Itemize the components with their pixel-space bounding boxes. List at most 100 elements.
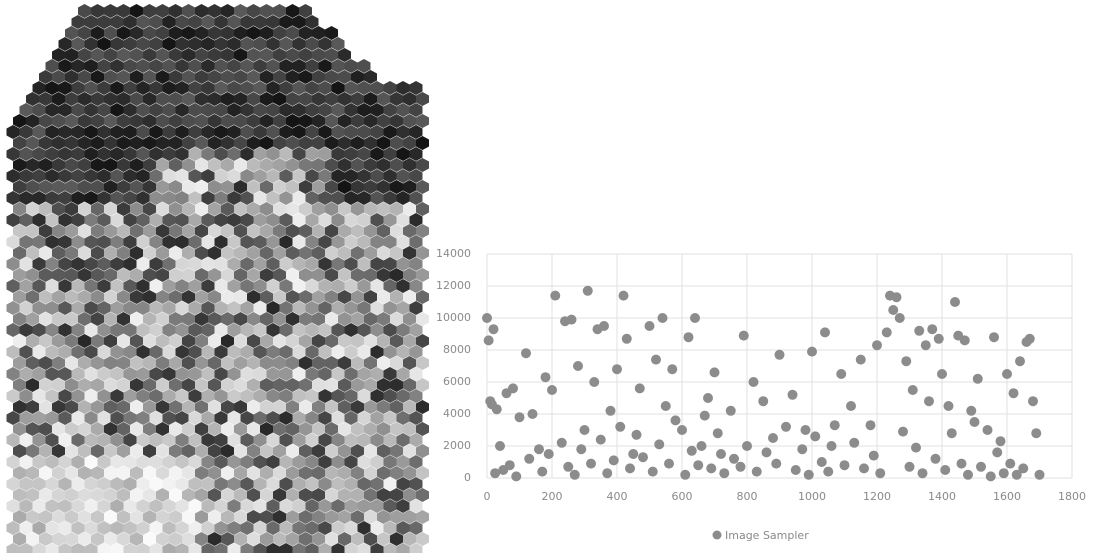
- mosaic-cell: [351, 312, 364, 326]
- mosaic-cell: [332, 301, 345, 315]
- mosaic-cell: [124, 37, 137, 51]
- mosaic-cell: [228, 59, 241, 73]
- mosaic-cell: [234, 48, 247, 62]
- mosaic-cell: [7, 455, 20, 469]
- mosaic-cell: [104, 444, 117, 458]
- mosaic-cell: [85, 301, 98, 315]
- mosaic-cell: [403, 334, 416, 348]
- mosaic-cell: [299, 26, 312, 40]
- chart: 0200040006000800010000120001400002004006…: [436, 247, 1086, 542]
- mosaic-cell: [189, 257, 202, 271]
- mosaic-cell: [98, 15, 111, 29]
- mosaic-cell: [319, 213, 332, 227]
- mosaic-cell: [85, 279, 98, 293]
- mosaic-cell: [39, 334, 52, 348]
- point: [1025, 334, 1035, 344]
- mosaic-cell: [176, 455, 189, 469]
- point: [823, 467, 833, 477]
- mosaic-cell: [280, 433, 293, 447]
- mosaic-cell: [267, 411, 280, 425]
- mosaic-cell: [85, 125, 98, 139]
- mosaic-cell: [104, 488, 117, 502]
- mosaic-cell: [299, 202, 312, 216]
- mosaic-cell: [345, 411, 358, 425]
- mosaic-cell: [163, 103, 176, 117]
- point: [762, 447, 772, 457]
- mosaic-cell: [267, 389, 280, 403]
- mosaic-cell: [397, 213, 410, 227]
- mosaic-cell: [293, 499, 306, 513]
- mosaic-cell: [33, 301, 46, 315]
- mosaic-cell: [364, 510, 377, 524]
- mosaic-cell: [293, 279, 306, 293]
- mosaic-cell: [338, 444, 351, 458]
- mosaic-cell: [195, 334, 208, 348]
- mosaic-cell: [241, 37, 254, 51]
- mosaic-cell: [234, 70, 247, 84]
- mosaic-cell: [228, 125, 241, 139]
- mosaic-cell: [293, 81, 306, 95]
- mosaic-cell: [371, 279, 384, 293]
- mosaic-cell: [390, 334, 403, 348]
- mosaic-cell: [195, 400, 208, 414]
- mosaic-cell: [195, 70, 208, 84]
- mosaic-cell: [351, 290, 364, 304]
- mosaic-cell: [293, 191, 306, 205]
- mosaic-cell: [91, 26, 104, 40]
- mosaic-cell: [78, 26, 91, 40]
- mosaic-cell: [319, 103, 332, 117]
- mosaic-cell: [260, 444, 273, 458]
- mosaic-cell: [403, 92, 416, 106]
- mosaic-cell: [65, 158, 78, 172]
- mosaic-cell: [59, 125, 72, 139]
- mosaic-cell: [169, 356, 182, 370]
- mosaic-cell: [143, 92, 156, 106]
- mosaic-cell: [228, 235, 241, 249]
- mosaic-cell: [52, 312, 65, 326]
- mosaic-cell: [39, 246, 52, 260]
- mosaic-cell: [377, 356, 390, 370]
- point: [846, 401, 856, 411]
- point: [882, 327, 892, 337]
- mosaic-cell: [156, 114, 169, 128]
- mosaic-cell: [332, 125, 345, 139]
- mosaic-cell: [221, 180, 234, 194]
- point: [797, 444, 807, 454]
- mosaic-cell: [247, 48, 260, 62]
- mosaic-cell: [7, 301, 20, 315]
- point: [856, 355, 866, 365]
- mosaic-cell: [189, 499, 202, 513]
- mosaic-cell: [78, 136, 91, 150]
- mosaic-cell: [39, 444, 52, 458]
- mosaic-cell: [33, 433, 46, 447]
- mosaic-cell: [72, 81, 85, 95]
- mosaic-cell: [176, 103, 189, 117]
- mosaic-cell: [286, 136, 299, 150]
- mosaic-cell: [176, 345, 189, 359]
- mosaic-cell: [33, 103, 46, 117]
- mosaic-cell: [319, 59, 332, 73]
- mosaic-cell: [7, 521, 20, 535]
- mosaic-cell: [169, 422, 182, 436]
- mosaic-cell: [306, 59, 319, 73]
- mosaic-cell: [137, 59, 150, 73]
- mosaic-cell: [98, 433, 111, 447]
- mosaic-cell: [78, 422, 91, 436]
- mosaic-cell: [332, 389, 345, 403]
- mosaic-cell: [20, 433, 33, 447]
- mosaic-cell: [46, 191, 59, 205]
- mosaic-cell: [390, 466, 403, 480]
- mosaic-cell: [189, 455, 202, 469]
- mosaic-cell: [345, 323, 358, 337]
- mosaic-cell: [39, 510, 52, 524]
- mosaic-cell: [130, 510, 143, 524]
- mosaic-cell: [163, 389, 176, 403]
- mosaic-cell: [364, 532, 377, 546]
- mosaic-cell: [280, 323, 293, 337]
- mosaic-cell: [247, 510, 260, 524]
- mosaic-cell: [345, 59, 358, 73]
- mosaic-cell: [390, 356, 403, 370]
- mosaic-cell: [72, 235, 85, 249]
- mosaic-cell: [358, 389, 371, 403]
- mosaic-cell: [65, 312, 78, 326]
